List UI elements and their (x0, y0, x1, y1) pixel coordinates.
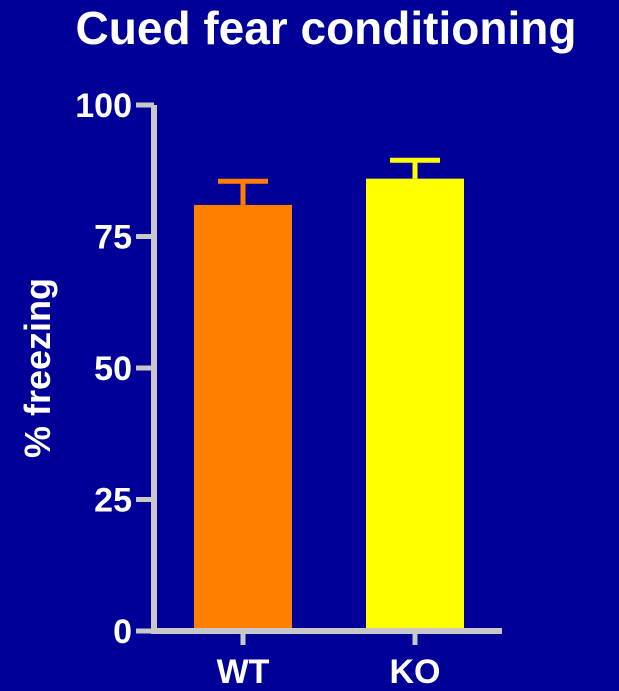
y-axis-label: % freezing (17, 278, 58, 458)
chart-title: Cued fear conditioning (76, 2, 577, 54)
bar-ko (366, 178, 464, 631)
axes-layer (136, 102, 502, 645)
y-tick-label-50: 50 (94, 350, 132, 388)
x-tick-label-ko: KO (390, 653, 441, 691)
y-tick-label-75: 75 (94, 219, 132, 257)
y-tick-label-0: 0 (113, 613, 132, 651)
labels-layer: WT KO 0 25 50 75 100 (75, 87, 440, 691)
y-tick-label-25: 25 (94, 482, 132, 520)
bar-wt (194, 204, 292, 631)
y-tick-label-100: 100 (75, 87, 132, 125)
bars-layer (194, 157, 464, 631)
x-tick-label-wt: WT (217, 653, 270, 691)
